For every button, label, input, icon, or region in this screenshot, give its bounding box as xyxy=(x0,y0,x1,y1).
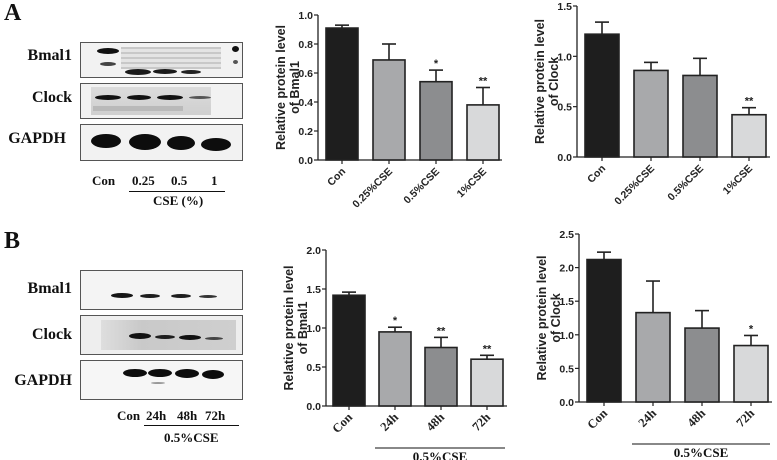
y-axis-label: Relative protein levelof Clock xyxy=(535,255,563,380)
bar xyxy=(378,331,412,407)
bar xyxy=(372,59,406,161)
blot-a-lane-1: 1 xyxy=(211,173,218,188)
y-axis-label: Relative protein levelof Bmal1 xyxy=(282,265,310,390)
bar xyxy=(733,344,769,403)
y-tick-label: 1.0 xyxy=(559,330,574,342)
blot-b-clock-image xyxy=(80,315,243,355)
blot-b-lane-72h: 72h xyxy=(205,408,226,423)
bar xyxy=(633,69,669,158)
y-tick-label: 1.5 xyxy=(559,296,574,308)
significance-marker: ** xyxy=(479,76,488,88)
blot-a-group-line xyxy=(129,191,225,192)
y-tick-label: 0.4 xyxy=(298,97,313,109)
bar xyxy=(584,33,620,158)
blot-b-group-label: 0.5%CSE xyxy=(164,430,219,445)
y-tick-label: 2.0 xyxy=(306,245,321,257)
y-tick-label: 2.5 xyxy=(559,229,574,241)
y-tick-label: 1.5 xyxy=(557,1,572,13)
blot-b-bmal1-image xyxy=(80,270,243,310)
significance-marker: ** xyxy=(483,343,492,355)
significance-marker: ** xyxy=(745,96,754,108)
y-tick-label: 1.0 xyxy=(557,51,572,63)
blot-a-gapdh-image xyxy=(80,124,243,161)
y-axis-label: Relative protein levelof Clock xyxy=(533,19,561,144)
bar xyxy=(419,80,453,161)
blot-a-lane-0-5: 0.5 xyxy=(171,173,188,188)
blot-a-row-label-gapdh: GAPDH xyxy=(8,130,66,147)
bar xyxy=(682,74,718,158)
y-tick-label: 0.0 xyxy=(298,155,313,167)
blot-a-lane-0-25: 0.25 xyxy=(132,173,155,188)
bar xyxy=(466,104,500,161)
blot-a-group-label: CSE (%) xyxy=(153,193,204,208)
y-tick-label: 2.0 xyxy=(559,263,574,275)
y-tick-label: 0.5 xyxy=(559,363,574,375)
blot-a-lane-con: Con xyxy=(92,173,116,188)
bar xyxy=(332,294,366,407)
blot-b-lane-con: Con xyxy=(117,408,141,423)
panel-a-letter: A xyxy=(4,0,22,26)
significance-marker: ** xyxy=(437,325,446,337)
x-tick-label: 24h xyxy=(635,406,659,430)
significance-marker: * xyxy=(434,58,439,70)
bar xyxy=(635,311,671,403)
group-label: 0.5%CSE xyxy=(674,445,729,460)
y-axis-label: Relative protein levelof Bmal1 xyxy=(274,25,302,150)
y-tick-label: 0.6 xyxy=(298,68,313,80)
y-tick-label: 1.0 xyxy=(298,10,313,22)
y-tick-label: 0.8 xyxy=(298,39,313,51)
y-tick-label: 0.5 xyxy=(306,362,321,374)
blot-a-row-label-bmal1: Bmal1 xyxy=(27,47,72,64)
significance-marker: * xyxy=(749,323,754,335)
x-tick-label: 48h xyxy=(684,406,708,430)
panel-b-letter: B xyxy=(4,228,21,254)
blot-a-clock-image xyxy=(80,83,243,119)
y-tick-label: 1.0 xyxy=(306,323,321,335)
blot-b-lane-48h: 48h xyxy=(177,408,198,423)
blot-b-group-line xyxy=(144,425,239,426)
y-tick-label: 1.5 xyxy=(306,284,321,296)
x-tick-label: Con xyxy=(584,406,610,432)
bar xyxy=(586,258,622,403)
significance-marker: * xyxy=(393,315,398,327)
blot-b-row-label-bmal1: Bmal1 xyxy=(27,280,72,297)
y-tick-label: 0.0 xyxy=(306,401,321,413)
blot-b-lane-24h: 24h xyxy=(146,408,167,423)
x-tick-label: 72h xyxy=(733,406,757,430)
y-tick-label: 0.0 xyxy=(557,152,572,164)
blot-b-row-label-clock: Clock xyxy=(32,326,72,343)
y-tick-label: 0.0 xyxy=(559,397,574,409)
bar xyxy=(325,27,359,161)
blot-a-bmal1-image xyxy=(80,42,243,78)
bar xyxy=(470,358,504,407)
bar xyxy=(731,113,767,158)
blot-a-row-label-clock: Clock xyxy=(32,89,72,106)
y-tick-label: 0.5 xyxy=(557,102,572,114)
blot-b-row-label-gapdh: GAPDH xyxy=(14,372,72,389)
bar xyxy=(684,327,720,403)
blot-b-gapdh-image xyxy=(80,360,243,400)
group-label: 0.5%CSE xyxy=(413,449,468,460)
y-tick-label: 0.2 xyxy=(298,126,313,138)
